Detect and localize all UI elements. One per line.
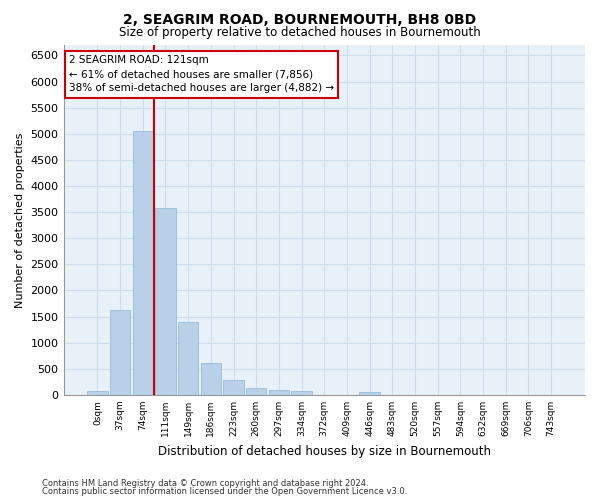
Bar [292,392,312,395]
Bar [110,310,130,395]
Bar [133,130,153,395]
Text: Contains HM Land Registry data © Crown copyright and database right 2024.: Contains HM Land Registry data © Crown c… [42,478,368,488]
Text: Contains public sector information licensed under the Open Government Licence v3: Contains public sector information licen… [42,487,407,496]
Bar [223,380,244,395]
Bar [87,391,107,395]
Text: Size of property relative to detached houses in Bournemouth: Size of property relative to detached ho… [119,26,481,39]
Y-axis label: Number of detached properties: Number of detached properties [15,132,25,308]
Bar [200,362,221,395]
Text: 2, SEAGRIM ROAD, BOURNEMOUTH, BH8 0BD: 2, SEAGRIM ROAD, BOURNEMOUTH, BH8 0BD [124,12,476,26]
Bar [178,322,199,395]
Bar [246,388,266,395]
X-axis label: Distribution of detached houses by size in Bournemouth: Distribution of detached houses by size … [158,444,491,458]
Bar [155,208,176,395]
Text: 2 SEAGRIM ROAD: 121sqm
← 61% of detached houses are smaller (7,856)
38% of semi-: 2 SEAGRIM ROAD: 121sqm ← 61% of detached… [69,56,334,94]
Bar [359,392,380,395]
Bar [269,390,289,395]
